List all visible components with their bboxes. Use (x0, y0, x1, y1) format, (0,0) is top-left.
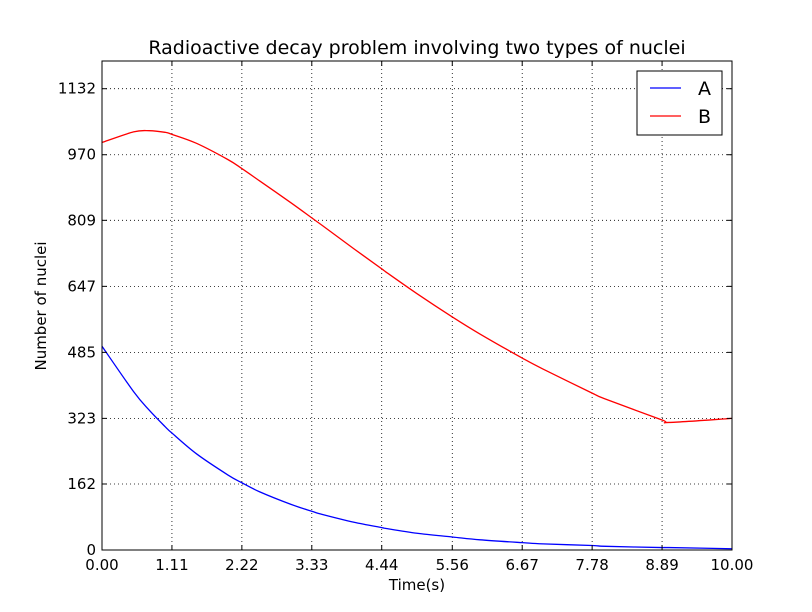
series-line-b (101, 129, 733, 424)
x-tick-label: 8.89 (645, 556, 678, 574)
legend-label-a: A (698, 78, 711, 100)
y-tick-labels: 0 162 323 485 647 809 970 1132 (58, 80, 96, 559)
x-tick-label: 0.00 (85, 556, 118, 574)
y-tick-label: 323 (67, 409, 96, 427)
axis-ticks (101, 61, 733, 551)
x-tick-label: 2.22 (225, 556, 258, 574)
grid-lines (102, 61, 732, 550)
x-tick-label: 3.33 (295, 556, 328, 574)
x-tick-labels: 0.00 1.11 2.22 3.33 4.44 5.56 6.67 7.78 8.89 10.0… (85, 556, 753, 574)
x-tick-label: 10.00 (711, 556, 754, 574)
legend-box (636, 70, 723, 136)
y-tick-label: 162 (67, 475, 96, 493)
x-tick-label: 6.67 (506, 556, 539, 574)
plot-frame (101, 60, 733, 551)
chart-title: Radioactive decay problem involving two … (148, 37, 685, 59)
x-tick-label: 1.11 (155, 556, 188, 574)
y-tick-label: 1132 (58, 80, 96, 98)
y-tick-label: 647 (67, 277, 96, 295)
y-axis-label: Number of nuclei (32, 241, 50, 370)
x-tick-label: 4.44 (365, 556, 398, 574)
legend: A B (636, 70, 723, 136)
plot-area (102, 61, 732, 550)
x-tick-label: 7.78 (575, 556, 608, 574)
y-tick-label: 970 (67, 146, 96, 164)
y-tick-label: 485 (67, 343, 96, 361)
x-tick-label: 5.56 (436, 556, 469, 574)
y-tick-label: 809 (67, 211, 96, 229)
x-axis-label: Time(s) (388, 576, 445, 594)
legend-label-b: B (698, 106, 711, 128)
y-tick-label: 0 (86, 541, 96, 559)
